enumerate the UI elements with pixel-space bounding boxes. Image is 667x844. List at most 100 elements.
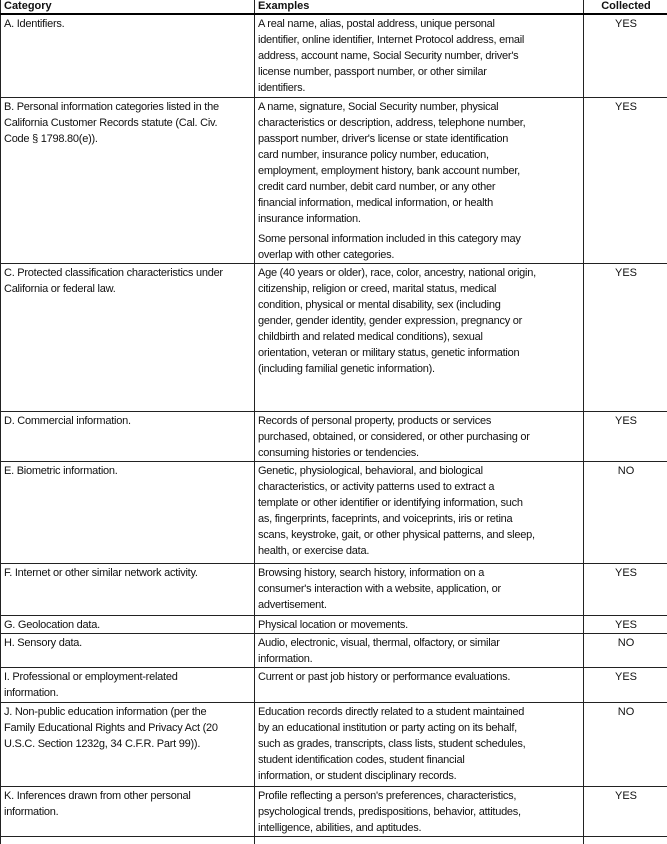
examples-text: Education records directly related to a … <box>258 704 581 720</box>
header-examples: Examples <box>255 0 584 14</box>
collected-status: YES <box>584 411 667 461</box>
examples-paragraph: Genetic, physiological, behavioral, and … <box>258 463 581 559</box>
category-text: D. Commercial information. <box>4 413 252 429</box>
examples-text: orientation, veteran or military status,… <box>258 345 581 361</box>
examples-text: as, fingerprints, faceprints, and voicep… <box>258 511 581 527</box>
examples-cell: Physical location or movements. <box>255 615 584 633</box>
category-text: California Customer Records statute (Cal… <box>4 115 252 131</box>
examples-text: Current or past job history or performan… <box>258 669 581 685</box>
examples-cell: Profile reflecting a person's preference… <box>255 786 584 836</box>
category-text: G. Geolocation data. <box>4 617 252 633</box>
examples-text: condition, physical or mental disability… <box>258 297 581 313</box>
collected-status: NO <box>584 702 667 786</box>
examples-text: insurance information. <box>258 211 581 227</box>
examples-paragraph: Audio, electronic, visual, thermal, olfa… <box>258 635 581 667</box>
empty-cell <box>584 836 667 844</box>
examples-paragraph: Physical location or movements. <box>258 617 581 633</box>
examples-text: characteristics, or activity patterns us… <box>258 479 581 495</box>
empty-cell <box>1 836 255 844</box>
examples-text: psychological trends, predispositions, b… <box>258 804 581 820</box>
table-row: F. Internet or other similar network act… <box>1 563 667 615</box>
category-cell: C. Protected classification characterist… <box>1 263 255 411</box>
examples-text: Records of personal property, products o… <box>258 413 581 429</box>
examples-text: information, or student disciplinary rec… <box>258 768 581 784</box>
header-category: Category <box>1 0 255 14</box>
examples-text: consumer's interaction with a website, a… <box>258 581 581 597</box>
category-text: information. <box>4 804 252 820</box>
category-text: California or federal law. <box>4 281 252 297</box>
examples-paragraph: A name, signature, Social Security numbe… <box>258 99 581 227</box>
examples-text: gender, gender identity, gender expressi… <box>258 313 581 329</box>
examples-cell: Genetic, physiological, behavioral, and … <box>255 461 584 563</box>
table-row: A. Identifiers. A real name, alias, posta… <box>1 14 667 97</box>
examples-text: scans, keystroke, gait, or other physica… <box>258 527 581 543</box>
examples-text: template or other identifier or identify… <box>258 495 581 511</box>
table-row: D. Commercial information. Records of per… <box>1 411 667 461</box>
examples-cell: Records of personal property, products o… <box>255 411 584 461</box>
examples-text: credit card number, debit card number, o… <box>258 179 581 195</box>
category-text: B. Personal information categories liste… <box>4 99 252 115</box>
examples-cell: Current or past job history or performan… <box>255 667 584 702</box>
category-text: J. Non-public education information (per… <box>4 704 252 720</box>
category-text: Code § 1798.80(e)). <box>4 131 252 147</box>
examples-text: Genetic, physiological, behavioral, and … <box>258 463 581 479</box>
examples-text: A real name, alias, postal address, uniq… <box>258 16 581 32</box>
examples-paragraph: Profile reflecting a person's preference… <box>258 788 581 836</box>
collected-status: YES <box>584 14 667 97</box>
table-row-cutoff <box>1 836 667 844</box>
examples-text: characteristics or description, address,… <box>258 115 581 131</box>
collected-status: NO <box>584 461 667 563</box>
category-text: A. Identifiers. <box>4 16 252 32</box>
category-text: E. Biometric information. <box>4 463 252 479</box>
examples-text: identifier, online identifier, Internet … <box>258 32 581 48</box>
examples-cell: Age (40 years or older), race, color, an… <box>255 263 584 411</box>
examples-text: Physical location or movements. <box>258 617 581 633</box>
examples-text: card number, insurance policy number, ed… <box>258 147 581 163</box>
collected-status: YES <box>584 786 667 836</box>
examples-text: by an educational institution or party a… <box>258 720 581 736</box>
examples-text: health, or exercise data. <box>258 543 581 559</box>
examples-paragraph: Current or past job history or performan… <box>258 669 581 685</box>
examples-text: Profile reflecting a person's preference… <box>258 788 581 804</box>
table-row: B. Personal information categories liste… <box>1 97 667 263</box>
examples-paragraph: Browsing history, search history, inform… <box>258 565 581 613</box>
examples-text: such as grades, transcripts, class lists… <box>258 736 581 752</box>
examples-text: financial information, medical informati… <box>258 195 581 211</box>
category-cell: H. Sensory data. <box>1 633 255 667</box>
examples-text: employment, employment history, bank acc… <box>258 163 581 179</box>
collected-status: YES <box>584 615 667 633</box>
examples-text: childbirth and related medical condition… <box>258 329 581 345</box>
collected-status: YES <box>584 563 667 615</box>
category-cell: D. Commercial information. <box>1 411 255 461</box>
examples-text: advertisement. <box>258 597 581 613</box>
examples-text: identifiers. <box>258 80 581 96</box>
examples-text: passport number, driver's license or sta… <box>258 131 581 147</box>
examples-paragraph: Education records directly related to a … <box>258 704 581 784</box>
collected-status: YES <box>584 97 667 263</box>
category-text: H. Sensory data. <box>4 635 252 651</box>
examples-paragraph: A real name, alias, postal address, uniq… <box>258 16 581 96</box>
collected-status: YES <box>584 263 667 411</box>
examples-text: citizenship, religion or creed, marital … <box>258 281 581 297</box>
category-text: U.S.C. Section 1232g, 34 C.F.R. Part 99)… <box>4 736 252 752</box>
category-cell: J. Non-public education information (per… <box>1 702 255 786</box>
examples-cell: A real name, alias, postal address, uniq… <box>255 14 584 97</box>
category-text: F. Internet or other similar network act… <box>4 565 252 581</box>
examples-text: (including familial genetic information)… <box>258 361 581 377</box>
examples-paragraph: Some personal information included in th… <box>258 231 581 263</box>
category-text: I. Professional or employment-related <box>4 669 252 685</box>
examples-cell: A name, signature, Social Security numbe… <box>255 97 584 263</box>
empty-cell <box>255 836 584 844</box>
category-cell: G. Geolocation data. <box>1 615 255 633</box>
examples-cell: Education records directly related to a … <box>255 702 584 786</box>
category-text: C. Protected classification characterist… <box>4 265 252 281</box>
category-text: Family Educational Rights and Privacy Ac… <box>4 720 252 736</box>
examples-text: Age (40 years or older), race, color, an… <box>258 265 581 281</box>
examples-paragraph: Age (40 years or older), race, color, an… <box>258 265 581 377</box>
table-row: J. Non-public education information (per… <box>1 702 667 786</box>
examples-paragraph: Records of personal property, products o… <box>258 413 581 461</box>
examples-text: address, account name, Social Security n… <box>258 48 581 64</box>
